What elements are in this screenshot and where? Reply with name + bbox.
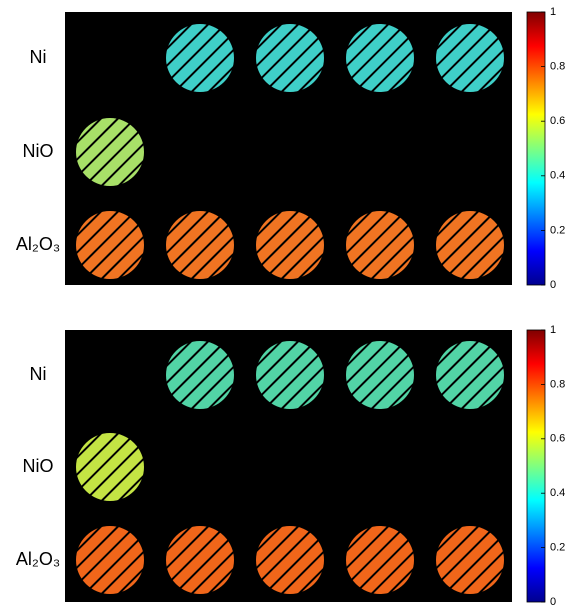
colorbar-tick-label: 0.4 xyxy=(550,170,565,182)
row-label: Ni xyxy=(30,364,47,384)
row-label: NiO xyxy=(23,456,54,476)
colorbar-tick-label: 0.6 xyxy=(550,433,565,445)
colorbar xyxy=(527,12,545,285)
colorbar-tick-label: 0 xyxy=(550,596,556,605)
colorbar-tick-label: 0.8 xyxy=(550,378,565,390)
colorbar-tick-label: 0.4 xyxy=(550,487,565,499)
colorbar xyxy=(527,330,545,602)
colorbar-tick-label: 0.8 xyxy=(550,61,565,73)
colorbar-tick-label: 0 xyxy=(550,279,556,291)
row-label: NiO xyxy=(23,141,54,161)
colorbar-tick-label: 0.2 xyxy=(550,224,565,236)
row-label: Al₂O₃ xyxy=(16,234,60,254)
colorbar-tick-label: 0.2 xyxy=(550,542,565,554)
colorbar-tick-label: 1 xyxy=(550,6,556,18)
colorbar-tick-label: 1 xyxy=(550,324,556,336)
row-label: Al₂O₃ xyxy=(16,549,60,569)
figure: Ni NiO Al₂O₃ 0 0.2 0.4 0.6 0.8 1 Ni NiO Al₂O₃ 0 0.2 0.… xyxy=(0,0,582,605)
page: Ni NiO Al₂O₃ 0 0.2 0.4 0.6 0.8 1 Ni NiO Al₂O₃ 0 0.2 0.… xyxy=(0,0,582,605)
row-label: Ni xyxy=(30,47,47,67)
colorbar-tick-label: 0.6 xyxy=(550,115,565,127)
